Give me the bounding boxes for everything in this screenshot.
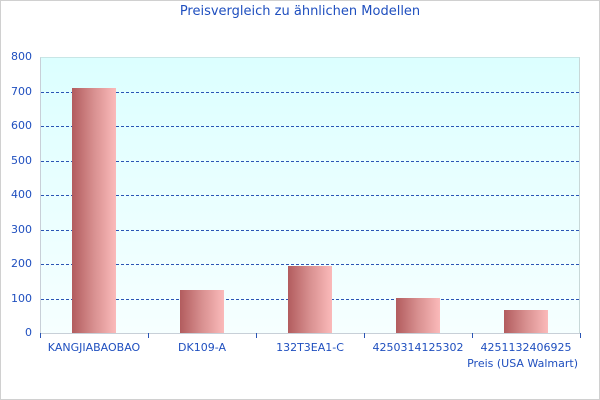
y-tick-label: 700 bbox=[11, 84, 32, 98]
y-tick-label: 800 bbox=[11, 50, 32, 63]
bar-132t3ea1-c bbox=[288, 265, 332, 333]
gridline bbox=[41, 264, 579, 265]
x-tick bbox=[148, 333, 149, 338]
x-tick bbox=[472, 333, 473, 338]
x-tick-label: 4250314125302 bbox=[372, 341, 464, 354]
y-tick-label: 0 bbox=[25, 326, 32, 339]
x-axis-line bbox=[40, 333, 580, 334]
x-tick bbox=[364, 333, 365, 338]
x-axis-title: Preis (USA Walmart) bbox=[467, 357, 578, 370]
y-tick-label: 500 bbox=[11, 153, 32, 167]
x-tick-label: DK109-A bbox=[178, 341, 226, 354]
x-tick-label: 4251132406925 bbox=[480, 341, 572, 354]
gridline bbox=[41, 160, 579, 162]
gridline bbox=[41, 195, 579, 196]
x-tick bbox=[256, 333, 257, 338]
gridline bbox=[41, 126, 579, 127]
bar-4251132406925 bbox=[504, 309, 548, 333]
bar-kangjiabaobao bbox=[72, 88, 116, 333]
x-tick bbox=[40, 333, 41, 338]
bar-4250314125302 bbox=[396, 298, 440, 333]
gridline bbox=[41, 229, 579, 231]
x-tick bbox=[580, 333, 581, 338]
x-tick-label: KANGJIABAOBAO bbox=[47, 341, 141, 354]
y-tick-label: 300 bbox=[11, 222, 32, 236]
x-tick-label: 132T3EA1-C bbox=[276, 341, 344, 354]
y-tick-label: 200 bbox=[11, 257, 32, 270]
y-tick-label: 100 bbox=[11, 291, 32, 305]
y-tick-label: 400 bbox=[11, 188, 32, 201]
y-tick-label: 600 bbox=[11, 119, 32, 132]
chart-title: Preisvergleich zu ähnlichen Modellen bbox=[179, 4, 421, 19]
bar-dk109-a bbox=[180, 289, 224, 333]
gridline bbox=[41, 91, 579, 93]
